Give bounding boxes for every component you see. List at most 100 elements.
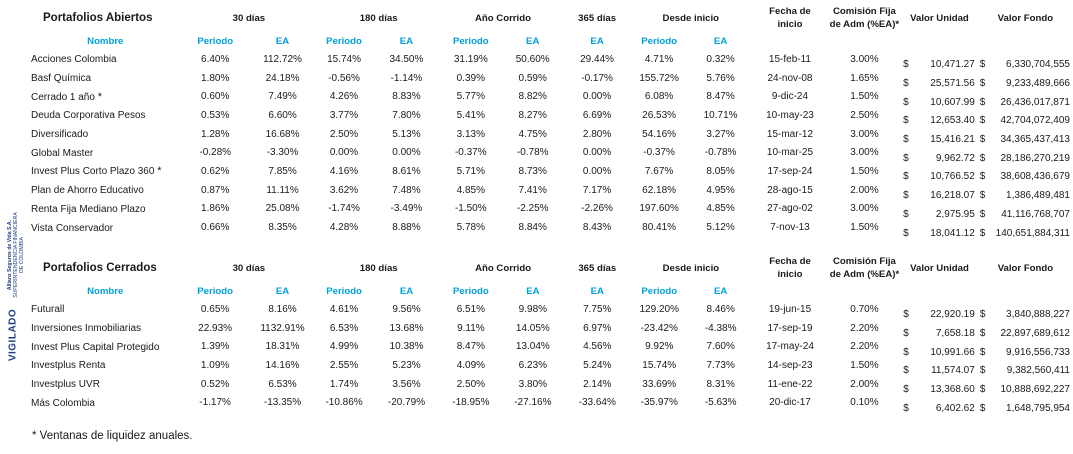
cell-pin: 129.20% <box>639 303 679 315</box>
cell-ein: 8.31% <box>706 378 735 390</box>
cell-p180: -0.56% <box>328 72 360 84</box>
cell-unit-value: $10,471.27 <box>903 59 975 69</box>
cell-date: 11-ene-22 <box>767 378 813 390</box>
cell-date: 7-nov-13 <box>770 222 810 234</box>
header-30-days: 30 días <box>232 12 266 24</box>
cell-unit-value: $18,041.12 <box>903 227 975 237</box>
cell-e30: 24.18% <box>265 72 300 84</box>
cell-p180: 4.99% <box>329 341 359 353</box>
cell-e180: 8.83% <box>392 91 421 103</box>
cell-e365: 7.17% <box>582 184 612 196</box>
cell-e365: 6.69% <box>582 109 612 121</box>
cell-fund-value: $1,648,795,954 <box>979 402 1070 413</box>
cell-p180: 3.77% <box>329 109 359 121</box>
cell-eytd: 8.84% <box>518 222 547 234</box>
vigilado-logo: VIGILADO <box>7 308 19 362</box>
table-row: Deuda Corporativa Pesos 0.53% 6.60% 3.77% 7… <box>29 106 1073 125</box>
cell-e365: 0.00% <box>582 147 612 159</box>
cell-e30: 112.72% <box>263 53 302 65</box>
cell-pytd: -18.95% <box>452 397 490 409</box>
cell-fee: 3.00% <box>850 203 879 215</box>
cell-p30: 1.39% <box>200 341 230 353</box>
header-ea: EA <box>590 35 604 47</box>
cell-p180: 4.28% <box>329 222 359 234</box>
header-period: Periodo <box>197 285 233 297</box>
fund-name: Acciones Colombia <box>31 54 117 66</box>
cell-pytd: 4.09% <box>456 359 486 371</box>
cell-e180: 7.80% <box>392 109 421 121</box>
header-ea: EA <box>399 285 414 297</box>
cell-e180: -20.79% <box>387 397 426 409</box>
cell-e30: 8.35% <box>268 222 297 234</box>
cell-unit-value: $10,607.99 <box>903 96 975 107</box>
cell-fund-value: $42,704,072,409 <box>979 115 1070 125</box>
cell-pytd: 5.71% <box>456 165 485 177</box>
cell-ein: -4.38% <box>704 322 737 334</box>
table-row: Más Colombia -1.17% -13.35% -10.86% -20.79%… <box>29 393 1073 412</box>
cell-eytd: 8.73% <box>518 165 547 177</box>
cell-p30: 1.09% <box>200 359 230 371</box>
cell-e365: 0.00% <box>582 165 612 177</box>
header-row-groups: Portafolios Cerrados 30 días 180 días Añ… <box>29 254 1073 282</box>
header-fee: Comisión Fija de Adm (%EA)* <box>829 6 900 30</box>
liquidity-star: * <box>97 90 102 103</box>
cell-fund-value: $9,916,556,733 <box>979 346 1070 357</box>
cell-e180: -3.49% <box>390 203 423 215</box>
cell-pin: -35.97% <box>640 397 678 409</box>
cell-pytd: 2.50% <box>456 378 486 390</box>
cell-e30: 25.08% <box>265 203 300 215</box>
fund-name: Global Master <box>31 147 94 159</box>
cell-unit-value: $16,218.07 <box>903 190 975 200</box>
cell-p180: -10.86% <box>325 397 363 409</box>
fund-name: Investplus Renta <box>31 360 106 372</box>
header-fee: Comisión Fija de Adm (%EA)* <box>829 256 900 280</box>
cell-fee: 3.00% <box>850 53 879 65</box>
section-title: Portafolios Abiertos <box>43 12 153 24</box>
cell-e180: 10.38% <box>389 341 424 353</box>
cell-fee: 1.50% <box>850 222 879 234</box>
cell-p30: 22.93% <box>198 322 233 334</box>
header-row-groups: Portafolios Abiertos 30 días 180 días Añ… <box>29 4 1073 32</box>
cell-date: 10-may-23 <box>766 109 814 121</box>
table-row: Diversificado 1.28% 16.68% 2.50% 5.13% 3.13%… <box>29 125 1073 144</box>
cell-pin: 9.92% <box>645 341 674 353</box>
cell-pin: 80.41% <box>642 222 677 234</box>
cell-p30: 0.62% <box>201 165 230 177</box>
cell-e365: 29.44% <box>580 53 615 65</box>
cell-e180: 5.13% <box>392 128 421 140</box>
cell-p30: -1.17% <box>199 397 231 409</box>
header-period: Periodo <box>326 285 362 297</box>
regulator-line-2: DE COLOMBIA <box>19 236 25 274</box>
header-period: Periodo <box>197 35 234 47</box>
header-row-sub: Nombre Periodo EA Periodo EA Periodo EA … <box>29 32 1073 50</box>
fund-name: Vista Conservador <box>31 222 114 234</box>
cell-pin: 6.08% <box>644 91 674 103</box>
cell-unit-value: $11,574.07 <box>903 365 975 375</box>
cell-date: 15-feb-11 <box>768 53 811 65</box>
header-365-days: 365 días <box>578 12 617 24</box>
cell-fee: 0.70% <box>850 303 879 315</box>
header-fund-value: Valor Fondo <box>997 262 1054 274</box>
cell-date: 9-dic-24 <box>771 91 809 103</box>
cell-fee: 3.00% <box>850 128 879 140</box>
cell-date: 24-nov-08 <box>767 72 813 84</box>
cell-eytd: 7.41% <box>518 184 547 196</box>
cell-p180: -1.74% <box>328 203 360 215</box>
cell-pytd: 5.41% <box>456 109 485 121</box>
cell-pytd: 8.47% <box>456 341 486 353</box>
cell-ein: 5.12% <box>706 222 735 234</box>
cell-e365: 8.43% <box>582 222 612 234</box>
cell-fund-value: $10,888,692,227 <box>979 384 1070 394</box>
cell-fee: 1.50% <box>850 91 879 103</box>
cell-ein: 7.60% <box>706 341 735 353</box>
header-ea: EA <box>590 285 604 297</box>
fund-name: Más Colombia <box>31 397 95 409</box>
cell-pin: 26.53% <box>642 109 677 121</box>
cell-date: 17-sep-24 <box>767 165 813 177</box>
cell-e30: 6.60% <box>268 109 297 121</box>
cell-e365: 2.14% <box>583 378 612 390</box>
cell-e30: -13.35% <box>263 397 302 409</box>
cell-p180: 4.26% <box>329 91 359 103</box>
fund-name: Invest Plus Capital Protegido <box>31 341 160 353</box>
cell-e365: -2.26% <box>581 203 613 215</box>
